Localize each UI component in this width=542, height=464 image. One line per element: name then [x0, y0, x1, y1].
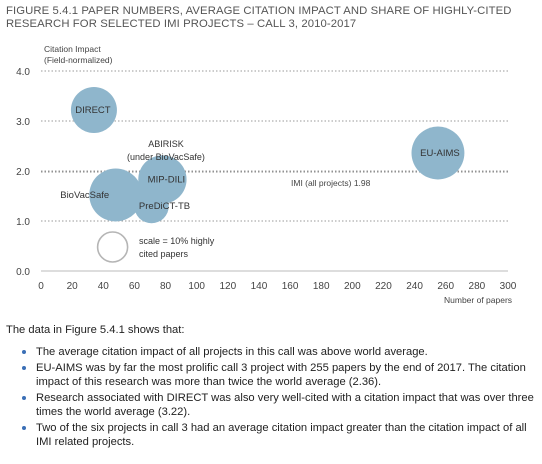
y-axis-title: (Field-normalized): [44, 55, 113, 65]
annotation-line: (under BioVacSafe): [127, 152, 205, 162]
x-tick-label: 20: [67, 281, 79, 292]
y-axis-title: Citation Impact: [44, 44, 101, 54]
scale-legend-text: cited papers: [139, 249, 189, 259]
bubble-label: MIP-DILI: [148, 175, 185, 186]
bubble-labels: DIRECT BioVacSafe MIP-DILI PreDiCT-TB EU-AIM…: [60, 105, 460, 212]
x-tick-label: 260: [437, 281, 454, 292]
x-tick-label: 200: [344, 281, 361, 292]
figure-title-line-1: FIGURE 5.4.1 PAPER NUMBERS, AVERAGE CITA…: [6, 5, 512, 17]
bubbles: [70, 87, 465, 224]
x-tick-label: 120: [219, 281, 236, 292]
finding-text: Research associated with DIRECT was also…: [36, 392, 534, 418]
finding-text: Two of the six projects in call 3 had an…: [36, 422, 527, 448]
x-axis-title: Number of papers: [444, 295, 512, 305]
y-tick-label: 2.0: [16, 167, 30, 178]
bubble-direct: [70, 87, 117, 133]
bubble-label: BioVacSafe: [60, 190, 109, 201]
annotations: ABIRISK (under BioVacSafe) scale = 10% hig…: [96, 139, 215, 263]
bubble-label: EU-AIMS: [420, 148, 460, 159]
findings-list: The average citation impact of all proje…: [6, 345, 538, 449]
bullet-dot-icon: [22, 350, 26, 354]
bubble-chart: 0.0 1.0 2.0 3.0 4.0 0 20 40 60 80 100 120 140 160 180…: [16, 44, 517, 305]
x-tick-label: 140: [251, 281, 268, 292]
x-axis-ticks: 0 20 40 60 80 100 120 140 160 180 200 220 240 260 280 3…: [38, 281, 517, 292]
x-tick-label: 280: [469, 281, 486, 292]
bubble-biovacsafe: [89, 168, 143, 222]
x-tick-label: 100: [188, 281, 205, 292]
x-tick-label: 0: [38, 281, 44, 292]
figure-title: FIGURE 5.4.1 PAPER NUMBERS, AVERAGE CITA…: [6, 5, 538, 31]
y-tick-label: 0.0: [16, 267, 30, 278]
findings-text: The data in Figure 5.4.1 shows that: The…: [6, 323, 538, 451]
x-tick-label: 240: [406, 281, 423, 292]
y-tick-label: 3.0: [16, 117, 30, 128]
bubble-eu-aims: [411, 126, 465, 180]
figure-title-line-2: RESEARCH FOR SELECTED IMI PROJECTS – CAL…: [6, 18, 357, 30]
finding-item: The average citation impact of all proje…: [6, 345, 538, 359]
bubble-label: DIRECT: [75, 105, 111, 116]
bullet-dot-icon: [22, 366, 26, 370]
x-tick-label: 80: [160, 281, 172, 292]
bullet-dot-icon: [22, 426, 26, 430]
reference-line-label: IMI (all projects) 1.98: [291, 178, 371, 188]
bullet-dot-icon: [22, 396, 26, 400]
scale-legend-circle: [96, 231, 129, 263]
finding-text: The average citation impact of all proje…: [36, 346, 428, 358]
finding-item: Two of the six projects in call 3 had an…: [6, 421, 538, 449]
annotation-line: ABIRISK: [148, 139, 184, 149]
finding-text: EU-AIMS was by far the most prolific cal…: [36, 362, 526, 388]
x-tick-label: 220: [375, 281, 392, 292]
bubble-label: PreDiCT-TB: [139, 201, 190, 212]
axis-labels: Citation Impact(Field-normalized) Number …: [44, 44, 512, 305]
x-tick-label: 60: [129, 281, 141, 292]
findings-intro: The data in Figure 5.4.1 shows that:: [6, 324, 185, 336]
y-tick-label: 1.0: [16, 217, 30, 228]
bubble-predict-tb: [134, 188, 169, 224]
x-tick-label: 40: [98, 281, 110, 292]
x-tick-label: 160: [282, 281, 299, 292]
x-tick-label: 300: [500, 281, 517, 292]
finding-item: EU-AIMS was by far the most prolific cal…: [6, 361, 538, 389]
x-tick-label: 180: [313, 281, 330, 292]
y-axis-ticks: 0.0 1.0 2.0 3.0 4.0: [16, 67, 30, 278]
y-tick-label: 4.0: [16, 67, 30, 78]
finding-item: Research associated with DIRECT was also…: [6, 391, 538, 419]
scale-legend-text: scale = 10% highly: [139, 236, 215, 246]
